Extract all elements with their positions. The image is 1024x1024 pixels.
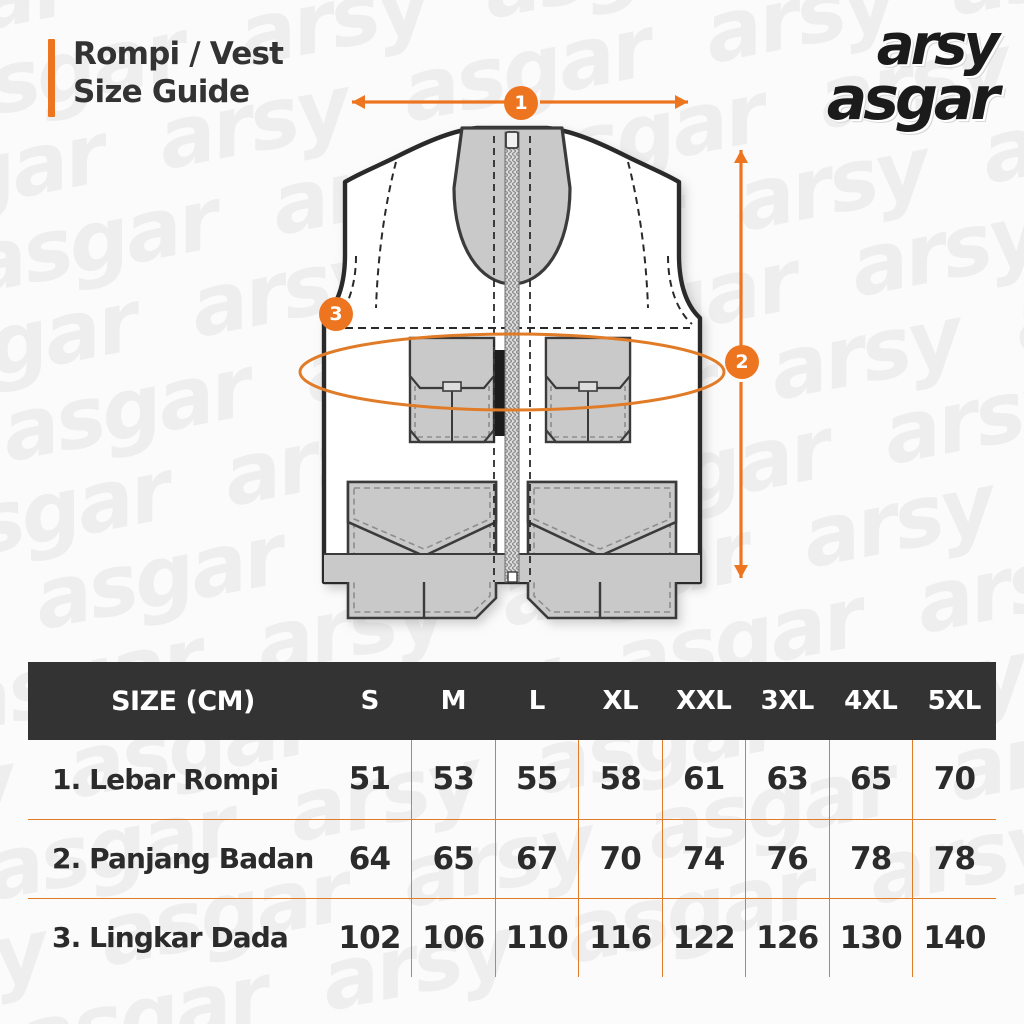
cell-panjang-5xl: 78	[912, 819, 996, 899]
page-header: Rompi / Vest Size Guide arsy asgar	[0, 0, 1024, 140]
cell-panjang-xl: 70	[578, 819, 663, 899]
header-size-m: M	[440, 686, 467, 716]
cell-lebar-m: 53	[411, 740, 496, 820]
header-size-l: L	[528, 686, 546, 716]
cell-lebar-3xl: 63	[745, 740, 830, 820]
page-title: Rompi / Vest Size Guide	[73, 36, 284, 110]
table-head: SIZE (CM) S M L XL XXL 3XL 4XL 5XL	[28, 662, 996, 740]
header-size-s: S	[360, 686, 380, 716]
shoulder-seam-left	[375, 161, 397, 309]
cell-lebar-4xl: 65	[829, 740, 913, 820]
measure-arrow-length	[734, 150, 748, 578]
size-table-element: SIZE (CM) S M L XL XXL 3XL 4XL 5XL 1. Le…	[28, 662, 996, 977]
cell-panjang-s: 64	[328, 819, 412, 899]
row-label-panjang-badan: 2. Panjang Badan	[28, 819, 328, 899]
armhole-dash-right	[667, 255, 693, 325]
cell-lebar-l: 55	[495, 740, 579, 820]
brand-logo-line-2: asgar	[826, 63, 1000, 134]
cell-panjang-m: 65	[411, 819, 496, 899]
cell-panjang-xxl: 74	[662, 819, 746, 899]
table-row: 2. Panjang Badan 64 65 67 70 74 76 78 78	[28, 819, 996, 899]
cell-panjang-3xl: 76	[745, 819, 830, 899]
zipper	[504, 131, 520, 583]
cell-lingkar-4xl: 130	[829, 898, 913, 977]
header-size-label: SIZE (CM)	[111, 685, 255, 717]
table-row: 1. Lebar Rompi 51 53 55 58 61 63 65 70	[28, 740, 996, 820]
cell-lebar-xxl: 61	[662, 740, 746, 820]
chest-pocket-left	[408, 336, 496, 444]
cell-panjang-l: 67	[495, 819, 579, 899]
zipper-pull	[505, 131, 519, 149]
row-label-lebar-rompi: 1. Lebar Rompi	[28, 740, 328, 820]
title-block: Rompi / Vest Size Guide	[48, 36, 284, 117]
vest-illustration	[298, 95, 748, 620]
cell-lingkar-5xl: 140	[923, 919, 986, 956]
measure-marker-2: 2	[725, 345, 759, 379]
vest-body-group	[321, 125, 703, 620]
cell-lingkar-l: 110	[495, 898, 579, 977]
cell-lingkar-xl: 116	[578, 898, 663, 977]
header-size-3xl: 3XL	[760, 686, 815, 716]
lower-pocket-left	[346, 480, 498, 620]
table-header-row: SIZE (CM) S M L XL XXL 3XL 4XL 5XL	[28, 662, 996, 740]
watermark-word: arsy	[0, 732, 21, 866]
table-body: 1. Lebar Rompi 51 53 55 58 61 63 65 70 2…	[28, 740, 996, 977]
cell-lingkar-xxl: 122	[662, 898, 746, 977]
measure-marker-1: 1	[504, 86, 538, 120]
chest-pocket-right	[544, 336, 632, 444]
measure-marker-3: 3	[319, 297, 353, 331]
header-size-xl: XL	[602, 686, 639, 716]
header-size-xxl: XXL	[676, 686, 732, 716]
cell-panjang-4xl: 78	[829, 819, 913, 899]
cell-lebar-5xl: 70	[912, 740, 996, 820]
cell-lebar-s: 51	[328, 740, 412, 820]
lower-pocket-right	[526, 480, 678, 620]
cell-lingkar-m: 106	[411, 898, 496, 977]
cell-lebar-xl: 58	[578, 740, 663, 820]
cell-lingkar-3xl: 126	[745, 898, 830, 977]
header-size-4xl: 4XL	[844, 686, 898, 716]
size-chart-table: SIZE (CM) S M L XL XXL 3XL 4XL 5XL 1. Le…	[28, 662, 996, 977]
title-accent-bar	[48, 39, 55, 117]
brand-logo: arsy asgar	[826, 13, 1000, 134]
chest-circumference-loop	[298, 332, 726, 412]
shoulder-seam-right	[627, 161, 649, 309]
header-size-5xl: 5XL	[927, 686, 982, 716]
brand-logo-line-1: arsy	[876, 13, 1000, 78]
measure-arrow-width	[352, 95, 688, 109]
table-row: 3. Lingkar Dada 102 106 110 116 122 126 …	[28, 898, 996, 977]
armhole-dash-left	[331, 255, 357, 325]
row-label-lingkar-dada: 3. Lingkar Dada	[52, 921, 289, 955]
pen-slot	[495, 350, 506, 436]
cell-lingkar-s: 102	[328, 898, 412, 977]
